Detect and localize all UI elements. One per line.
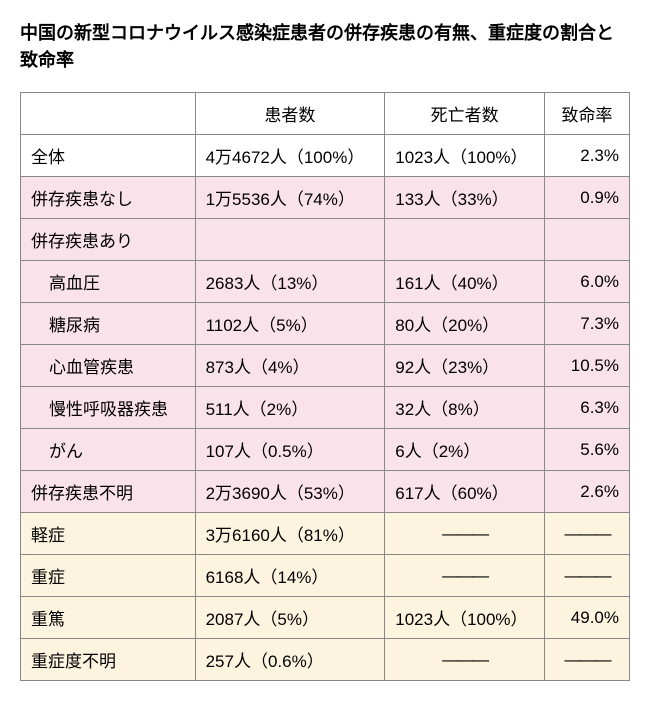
cell-patients: [195, 219, 385, 261]
cell-rate: 49.0%: [545, 597, 630, 639]
cell-deaths: 32人（8%）: [385, 387, 545, 429]
cell-patients: 1102人（5%）: [195, 303, 385, 345]
header-deaths: 死亡者数: [385, 93, 545, 135]
cell-deaths: 92人（23%）: [385, 345, 545, 387]
cell-label: 併存疾患あり: [21, 219, 196, 261]
cell-deaths: 617人（60%）: [385, 471, 545, 513]
cell-rate: ———: [545, 513, 630, 555]
table-row: 全体4万4672人（100%）1023人（100%）2.3%: [21, 135, 630, 177]
cell-patients: 2683人（13%）: [195, 261, 385, 303]
cell-label: 重症度不明: [21, 639, 196, 681]
header-rate: 致命率: [545, 93, 630, 135]
cell-label: 糖尿病: [21, 303, 196, 345]
cell-label: 併存疾患不明: [21, 471, 196, 513]
data-table: 患者数 死亡者数 致命率 全体4万4672人（100%）1023人（100%）2…: [20, 92, 630, 681]
cell-deaths: 161人（40%）: [385, 261, 545, 303]
cell-deaths: [385, 219, 545, 261]
cell-label: 併存疾患なし: [21, 177, 196, 219]
cell-patients: 257人（0.6%）: [195, 639, 385, 681]
table-row: 軽症3万6160人（81%）——————: [21, 513, 630, 555]
table-row: 高血圧2683人（13%）161人（40%）6.0%: [21, 261, 630, 303]
cell-rate: ———: [545, 555, 630, 597]
table-row: 重症度不明257人（0.6%）——————: [21, 639, 630, 681]
cell-patients: 107人（0.5%）: [195, 429, 385, 471]
cell-deaths: ———: [385, 513, 545, 555]
cell-label: がん: [21, 429, 196, 471]
cell-rate: 5.6%: [545, 429, 630, 471]
cell-patients: 873人（4%）: [195, 345, 385, 387]
table-row: 心血管疾患873人（4%）92人（23%）10.5%: [21, 345, 630, 387]
table-row: 慢性呼吸器疾患511人（2%）32人（8%）6.3%: [21, 387, 630, 429]
cell-label: 慢性呼吸器疾患: [21, 387, 196, 429]
cell-deaths: 1023人（100%）: [385, 135, 545, 177]
cell-label: 高血圧: [21, 261, 196, 303]
cell-deaths: ———: [385, 555, 545, 597]
header-patients: 患者数: [195, 93, 385, 135]
cell-patients: 3万6160人（81%）: [195, 513, 385, 555]
cell-rate: 6.0%: [545, 261, 630, 303]
cell-patients: 6168人（14%）: [195, 555, 385, 597]
cell-label: 重症: [21, 555, 196, 597]
cell-rate: 2.3%: [545, 135, 630, 177]
table-row: 併存疾患あり: [21, 219, 630, 261]
cell-label: 心血管疾患: [21, 345, 196, 387]
table-row: がん107人（0.5%）6人（2%）5.6%: [21, 429, 630, 471]
table-row: 糖尿病1102人（5%）80人（20%）7.3%: [21, 303, 630, 345]
cell-patients: 1万5536人（74%）: [195, 177, 385, 219]
header-blank: [21, 93, 196, 135]
cell-deaths: 133人（33%）: [385, 177, 545, 219]
table-row: 併存疾患不明2万3690人（53%）617人（60%）2.6%: [21, 471, 630, 513]
cell-deaths: 6人（2%）: [385, 429, 545, 471]
cell-rate: ———: [545, 639, 630, 681]
page-title: 中国の新型コロナウイルス感染症患者の併存疾患の有無、重症度の割合と致命率: [20, 20, 630, 74]
cell-patients: 2万3690人（53%）: [195, 471, 385, 513]
table-row: 重篤2087人（5%）1023人（100%）49.0%: [21, 597, 630, 639]
cell-deaths: 1023人（100%）: [385, 597, 545, 639]
table-row: 併存疾患なし1万5536人（74%）133人（33%）0.9%: [21, 177, 630, 219]
cell-rate: 10.5%: [545, 345, 630, 387]
cell-patients: 2087人（5%）: [195, 597, 385, 639]
cell-label: 軽症: [21, 513, 196, 555]
cell-rate: 0.9%: [545, 177, 630, 219]
cell-rate: 6.3%: [545, 387, 630, 429]
cell-rate: 7.3%: [545, 303, 630, 345]
table-header-row: 患者数 死亡者数 致命率: [21, 93, 630, 135]
cell-deaths: ———: [385, 639, 545, 681]
table-row: 重症6168人（14%）——————: [21, 555, 630, 597]
cell-rate: 2.6%: [545, 471, 630, 513]
cell-label: 重篤: [21, 597, 196, 639]
cell-rate: [545, 219, 630, 261]
cell-patients: 4万4672人（100%）: [195, 135, 385, 177]
cell-label: 全体: [21, 135, 196, 177]
cell-deaths: 80人（20%）: [385, 303, 545, 345]
cell-patients: 511人（2%）: [195, 387, 385, 429]
